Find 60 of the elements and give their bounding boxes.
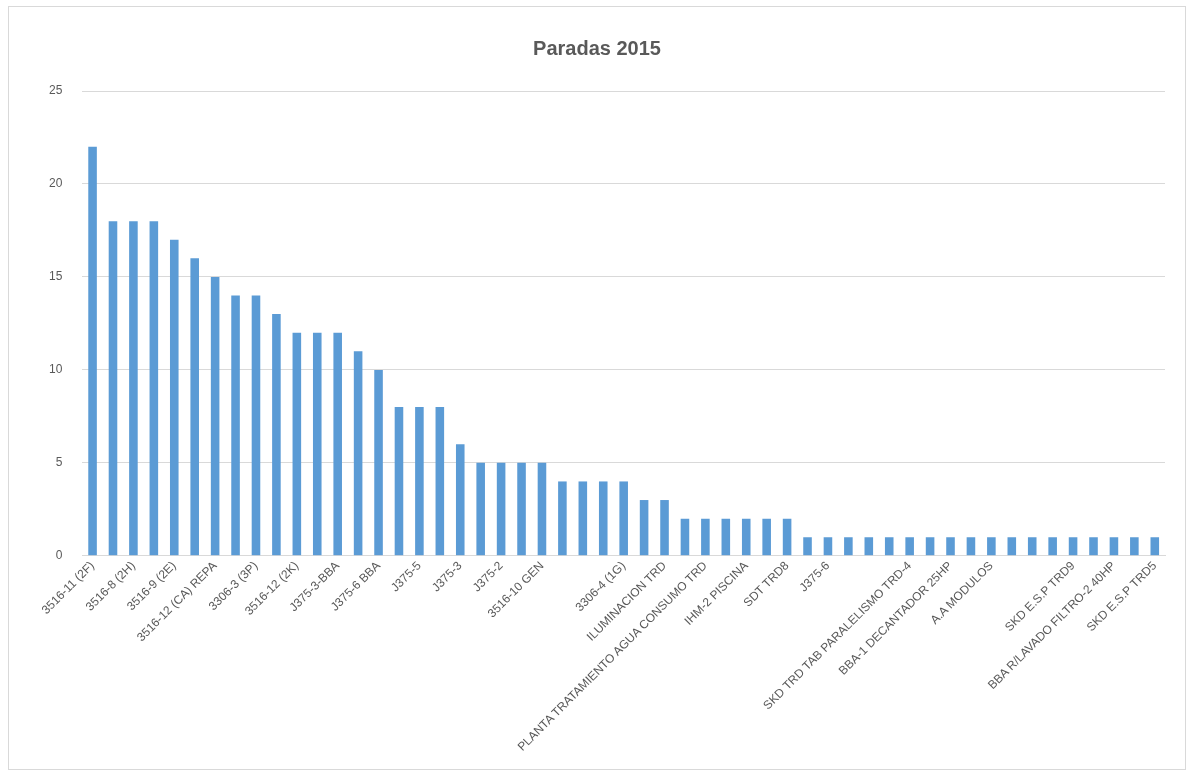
bar: [1109, 537, 1119, 556]
bar: [251, 295, 261, 556]
y-tick-label: 15: [48, 269, 63, 284]
bar: [803, 537, 812, 556]
bar: [987, 537, 996, 556]
bar: [701, 518, 710, 556]
bar: [680, 518, 690, 556]
bar: [1089, 537, 1098, 556]
bar: [721, 518, 731, 556]
y-tick-label: 0: [55, 548, 63, 563]
bar: [231, 295, 240, 556]
bar: [292, 332, 302, 556]
bar: [333, 332, 342, 556]
bar: [272, 314, 281, 556]
bar: [619, 481, 628, 556]
bar: [884, 537, 894, 556]
bar: [169, 239, 179, 556]
bar: [639, 500, 649, 556]
bar: [558, 481, 567, 556]
bar: [762, 518, 771, 556]
bar: [210, 276, 220, 556]
bar: [782, 518, 792, 556]
bar: [1048, 537, 1057, 556]
bar: [598, 481, 608, 556]
bar: [517, 462, 526, 556]
chart-title: Paradas 2015: [533, 36, 661, 59]
y-tick-label: 25: [48, 83, 63, 98]
bar: [1150, 537, 1160, 556]
y-tick-label: 20: [48, 176, 63, 191]
bar: [108, 221, 118, 556]
bar: [455, 444, 465, 556]
bar: [190, 258, 199, 556]
bar: [149, 221, 159, 556]
bar: [353, 351, 363, 556]
bar: [1027, 537, 1037, 556]
y-tick-label: 5: [55, 455, 63, 470]
bar: [741, 518, 751, 556]
bar: [129, 221, 138, 556]
bar: [496, 462, 506, 556]
y-tick-label: 10: [48, 362, 63, 377]
bar: [864, 537, 874, 556]
bar: [435, 407, 445, 556]
bar: [415, 407, 424, 556]
bar: [1130, 537, 1139, 556]
bar: [925, 537, 935, 556]
bar: [1068, 537, 1078, 556]
bar: [537, 462, 547, 556]
bar: [394, 407, 404, 556]
bar: [312, 332, 322, 556]
bar: [1007, 537, 1017, 556]
bar: [374, 369, 383, 556]
bar: [905, 537, 914, 556]
bar: [660, 500, 669, 556]
bar: [946, 537, 955, 556]
bar: [844, 537, 853, 556]
bar: [476, 462, 485, 556]
bar: [823, 537, 833, 556]
bar: [88, 146, 97, 556]
bar: [966, 537, 976, 556]
bar: [578, 481, 588, 556]
